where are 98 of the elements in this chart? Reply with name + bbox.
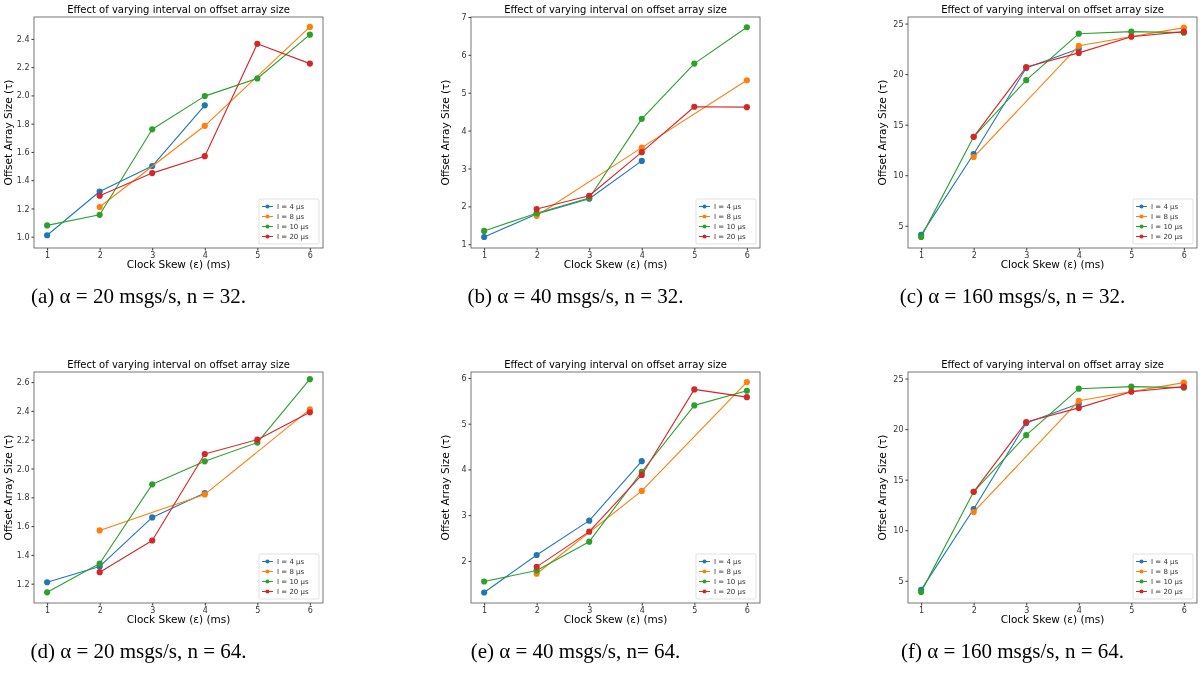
y-tick-label: 3 <box>461 164 467 174</box>
x-axis-title: Clock Skew (ε) (ms) <box>126 613 231 625</box>
y-axis-title: Offset Array Size (τ) <box>439 79 451 186</box>
y-axis-title: Offset Array Size (τ) <box>876 434 888 541</box>
x-tick-label: 6 <box>307 606 313 616</box>
y-tick-label: 2.4 <box>16 406 30 416</box>
x-tick-label: 1 <box>919 606 925 616</box>
x-tick-label: 6 <box>307 251 313 261</box>
x-tick-label: 3 <box>587 251 593 261</box>
x-tick-label: 4 <box>639 606 645 616</box>
x-tick-label: 6 <box>1181 251 1187 261</box>
y-axis-title: Offset Array Size (τ) <box>439 434 451 541</box>
y-tick-label: 2.4 <box>16 34 30 44</box>
y-tick-label: 2 <box>461 202 467 212</box>
y-tick-label: 5 <box>461 88 467 98</box>
y-axis-title: Offset Array Size (τ) <box>2 79 14 186</box>
text: (e) α = 40 msgs/s, n= 64. <box>470 639 681 663</box>
x-tick-label: 5 <box>1129 606 1135 616</box>
x-tick-label: 1 <box>45 251 51 261</box>
x-tick-label: 2 <box>534 251 540 261</box>
y-tick-label: 1.8 <box>16 493 30 503</box>
chart-title: Effect of varying interval on offset array size <box>67 359 290 370</box>
x-tick-label: 4 <box>202 251 208 261</box>
y-tick-label: 25 <box>893 374 904 384</box>
x-axis-title: Clock Skew (ε) (ms) <box>1000 258 1105 270</box>
y-tick-label: 10 <box>893 526 904 536</box>
x-tick-label: 2 <box>534 606 540 616</box>
x-tick-label: 5 <box>255 606 261 616</box>
y-tick-label: 6 <box>461 50 467 60</box>
x-tick-label: 5 <box>692 251 698 261</box>
y-tick-label: 5 <box>898 221 904 231</box>
x-tick-label: 4 <box>1076 251 1082 261</box>
y-tick-label: 5 <box>898 576 904 586</box>
text: (d) α = 20 msgs/s, n = 64. <box>30 639 247 663</box>
y-tick-label: 15 <box>893 475 904 485</box>
y-tick-label: 5 <box>461 419 467 429</box>
x-tick-label: 6 <box>744 606 750 616</box>
y-tick-label: 1 <box>461 240 467 250</box>
x-tick-label: 2 <box>97 606 103 616</box>
chart-title: Effect of varying interval on offset array size <box>504 4 727 15</box>
text: (f) α = 160 msgs/s, n = 64. <box>900 639 1125 663</box>
x-tick-label: 3 <box>1024 606 1030 616</box>
chart-title: Effect of varying interval on offset array size <box>941 4 1164 15</box>
x-axis-title: Clock Skew (ε) (ms) <box>563 613 668 625</box>
x-tick-label: 5 <box>692 606 698 616</box>
y-tick-label: 2.2 <box>16 63 30 73</box>
y-tick-label: 20 <box>893 70 904 80</box>
x-tick-label: 2 <box>97 251 103 261</box>
text: (b) α = 40 msgs/s, n = 32. <box>467 284 684 308</box>
y-tick-label: 1.8 <box>16 119 30 129</box>
y-tick-label: 4 <box>461 126 467 136</box>
x-tick-label: 4 <box>1076 606 1082 616</box>
text: (c) α = 160 msgs/s, n = 32. <box>899 284 1126 308</box>
y-tick-label: 1.6 <box>16 522 30 532</box>
x-tick-label: 1 <box>482 251 488 261</box>
y-tick-label: 20 <box>893 425 904 435</box>
y-tick-label: 2.2 <box>16 435 30 445</box>
y-tick-label: 1.0 <box>16 232 30 242</box>
x-tick-label: 6 <box>744 251 750 261</box>
chart-title: Effect of varying interval on offset array size <box>67 4 290 15</box>
x-axis-title: Clock Skew (ε) (ms) <box>1000 613 1105 625</box>
y-tick-label: 2.0 <box>16 464 30 474</box>
x-tick-label: 3 <box>587 606 593 616</box>
x-tick-label: 4 <box>639 251 645 261</box>
y-tick-label: 1.2 <box>16 579 30 589</box>
x-tick-label: 5 <box>1129 251 1135 261</box>
x-tick-label: 6 <box>1181 606 1187 616</box>
y-tick-label: 1.6 <box>16 147 30 157</box>
y-tick-label: 10 <box>893 171 904 181</box>
x-tick-label: 5 <box>255 251 261 261</box>
y-axis-title: Offset Array Size (τ) <box>876 79 888 186</box>
x-tick-label: 2 <box>971 251 977 261</box>
y-tick-label: 4 <box>461 465 467 475</box>
y-tick-label: 1.4 <box>16 176 30 186</box>
y-tick-label: 2 <box>461 556 467 566</box>
x-tick-label: 1 <box>919 251 925 261</box>
y-tick-label: 15 <box>893 120 904 130</box>
x-tick-label: 2 <box>971 606 977 616</box>
x-tick-label: 3 <box>1024 251 1030 261</box>
x-tick-label: 3 <box>150 606 156 616</box>
chart-title: Effect of varying interval on offset array size <box>941 359 1164 370</box>
y-tick-label: 6 <box>461 374 467 384</box>
y-axis-title: Offset Array Size (τ) <box>2 434 14 541</box>
x-axis-title: Clock Skew (ε) (ms) <box>563 258 668 270</box>
chart-title: Effect of varying interval on offset array size <box>504 359 727 370</box>
x-tick-label: 1 <box>482 606 488 616</box>
y-tick-label: 1.2 <box>16 204 30 214</box>
y-tick-label: 2.0 <box>16 91 30 101</box>
x-tick-label: 4 <box>202 606 208 616</box>
x-tick-label: 3 <box>150 251 156 261</box>
y-tick-label: 25 <box>893 19 904 29</box>
y-tick-label: 3 <box>461 511 467 521</box>
text: (a) α = 20 msgs/s, n = 32. <box>31 284 246 308</box>
y-tick-label: 2.6 <box>16 378 30 388</box>
x-axis-title: Clock Skew (ε) (ms) <box>126 258 231 270</box>
y-tick-label: 7 <box>461 13 467 23</box>
x-tick-label: 1 <box>45 606 51 616</box>
y-tick-label: 1.4 <box>16 550 30 560</box>
